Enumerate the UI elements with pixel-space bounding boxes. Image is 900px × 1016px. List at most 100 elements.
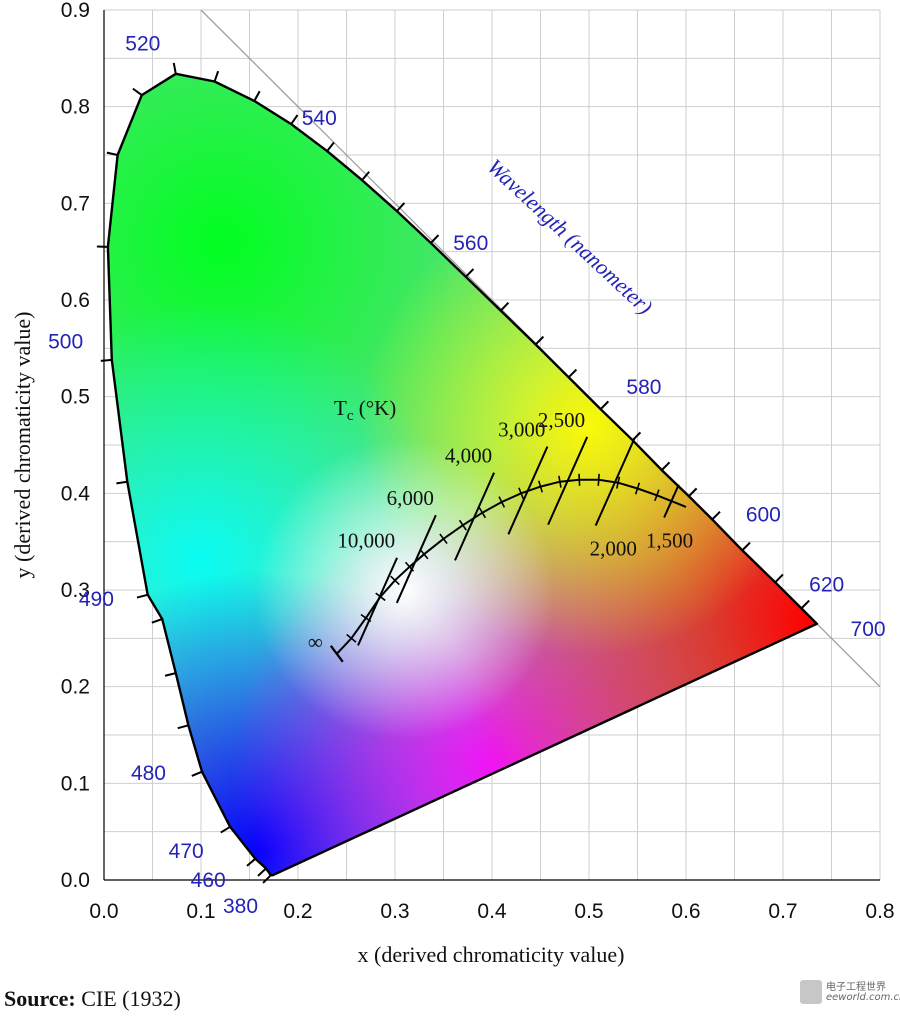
planckian-tick xyxy=(390,575,400,586)
isotemperature-line xyxy=(395,514,437,604)
x-tick-label: 0.6 xyxy=(671,900,700,923)
planckian-tick xyxy=(654,489,660,502)
planckian-tick xyxy=(616,476,621,489)
planckian-tick xyxy=(375,592,386,602)
spectral-tick xyxy=(465,268,475,278)
planckian-tick xyxy=(634,482,641,495)
temperature-label: 4,000 xyxy=(445,444,492,468)
spectral-tick xyxy=(326,141,335,152)
isotemperature-line xyxy=(507,446,549,535)
spectral-tick xyxy=(567,368,578,379)
wavelength-axis-title: Wavelength (nanometer) xyxy=(483,154,658,320)
axes xyxy=(103,10,880,881)
planckian-tick xyxy=(558,475,562,488)
watermark-line1: 电子工程世界 xyxy=(826,982,886,993)
spectral-tick xyxy=(800,599,810,610)
y-tick-label: 0.3 xyxy=(61,579,90,602)
spectral-tick xyxy=(661,461,671,471)
spectral-tick xyxy=(172,62,177,74)
y-tick-label: 0.7 xyxy=(61,192,90,215)
y-tick-label: 0.9 xyxy=(61,0,90,22)
wavelength-label: 500 xyxy=(48,331,83,354)
temperature-label: 10,000 xyxy=(337,529,395,553)
planckian-tick xyxy=(458,519,467,531)
planckian-tick xyxy=(538,480,543,493)
spectral-tick xyxy=(191,770,203,777)
spectral-tick xyxy=(246,857,256,867)
y-tick-label: 0.5 xyxy=(61,386,90,409)
spectral-tick xyxy=(262,874,272,884)
temperature-label: ∞ xyxy=(308,630,323,654)
isotemperature-line xyxy=(594,437,636,526)
temperature-label: 1,500 xyxy=(646,529,693,553)
planckian-tick xyxy=(518,487,525,500)
spectral-tick xyxy=(164,672,177,677)
temperature-label: 2,500 xyxy=(538,408,585,432)
spectral-tick xyxy=(774,573,784,583)
y-tick-label: 0.8 xyxy=(61,96,90,119)
temperature-title: Tc (°K) xyxy=(334,396,396,424)
isotemperature-line xyxy=(547,436,589,526)
isotemperature-lines xyxy=(329,436,680,663)
planckian-tick xyxy=(668,495,675,507)
spectral-tick xyxy=(257,867,267,877)
x-tick-label: 0.3 xyxy=(380,900,409,923)
wavelength-label: 620 xyxy=(809,573,844,596)
isotemperature-line xyxy=(357,557,398,646)
x-tick-labels: 0.0 0.1 0.2 0.3 0.4 0.5 0.6 0.7 0.8 xyxy=(89,900,894,923)
spectral-tick xyxy=(688,487,698,497)
planckian-tick xyxy=(597,473,600,486)
spectral-tick xyxy=(500,302,510,312)
wavelength-label: 520 xyxy=(125,33,160,56)
spectral-tick xyxy=(361,171,370,181)
spectral-tick xyxy=(106,151,118,156)
wavelength-label: 490 xyxy=(79,588,114,611)
spectral-tick xyxy=(711,510,721,521)
infinity-end-bar xyxy=(329,645,344,663)
watermark-line2: eeworld.com.cn xyxy=(826,992,900,1003)
spectral-tick xyxy=(177,724,189,730)
y-axis-title: y (derived chromaticity value) xyxy=(10,312,35,579)
planckian-tick xyxy=(578,473,581,486)
y-tick-label: 0.2 xyxy=(61,676,90,699)
y-tick-label: 0.1 xyxy=(61,772,90,795)
spectral-tick xyxy=(151,618,163,624)
planckian-tick xyxy=(360,613,372,623)
spectral-tick xyxy=(396,202,406,212)
y-tick-label: 0.4 xyxy=(61,482,91,505)
source-note: Source: CIE (1932) xyxy=(4,986,181,1012)
planckian-tick xyxy=(439,533,448,545)
temperature-label: 3,000 xyxy=(498,418,545,442)
watermark-icon xyxy=(800,980,822,1004)
wavelength-label: 380 xyxy=(223,895,258,918)
source-label: Source: xyxy=(4,986,76,1011)
spectral-tick xyxy=(116,480,128,485)
spectral-tick xyxy=(253,90,261,102)
x-tick-label: 0.5 xyxy=(574,900,603,923)
x-tick-label: 0.8 xyxy=(865,900,894,923)
x-axis-title: x (derived chromaticity value) xyxy=(358,942,625,967)
spectral-tick xyxy=(100,358,112,362)
temperature-label: 2,000 xyxy=(590,537,637,561)
x-tick-label: 0.1 xyxy=(186,900,215,923)
planckian-locus-ticks xyxy=(346,473,675,643)
isotemperature-line xyxy=(454,472,495,561)
x-tick-label: 0.0 xyxy=(89,900,118,923)
x-tick-label: 0.4 xyxy=(477,900,507,923)
wavelength-label: 540 xyxy=(302,107,337,130)
spectral-tick xyxy=(220,825,231,834)
x-tick-label: 0.2 xyxy=(283,900,312,923)
planckian-tick xyxy=(498,496,506,508)
wavelength-label: 600 xyxy=(746,504,781,527)
temperature-label: 6,000 xyxy=(387,486,434,510)
spectral-tick xyxy=(290,114,299,125)
wavelength-label: 470 xyxy=(169,840,204,863)
y-tick-label: 0.0 xyxy=(61,869,90,892)
planckian-tick xyxy=(404,561,415,572)
spectral-tick xyxy=(741,541,751,552)
source-text: CIE (1932) xyxy=(81,986,181,1011)
wavelength-label: 700 xyxy=(851,618,886,641)
spectral-tick xyxy=(136,593,148,599)
spectral-locus-ticks xyxy=(96,62,810,884)
